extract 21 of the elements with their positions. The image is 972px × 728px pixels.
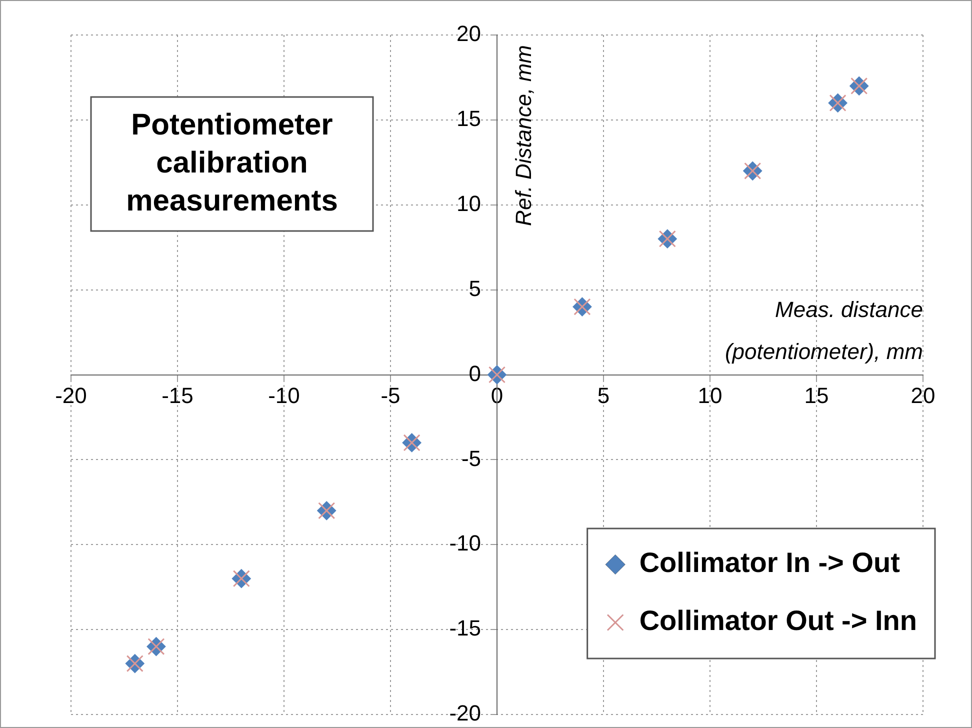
y-tick-label: -5	[461, 446, 481, 471]
x-tick-label: 20	[910, 383, 936, 408]
y-tick-label: 10	[456, 190, 481, 216]
x-tick-label: 10	[698, 383, 722, 408]
y-tick-label: 20	[456, 21, 481, 46]
x-tick-label: 15	[804, 383, 829, 408]
x-tick-label: 5	[597, 383, 610, 408]
y-tick-label: -15	[449, 616, 481, 641]
y-axis-title: Ref. Distance, mm	[511, 45, 536, 226]
x-tick-label: -15	[162, 383, 194, 408]
y-tick-label: 5	[468, 276, 481, 301]
y-tick-label: -10	[449, 530, 481, 556]
x-tick-label: -20	[55, 383, 87, 408]
text: Potentiometer calibration measurements	[126, 108, 338, 218]
x-axis-title: Meas. distance (potentiometer), mm	[724, 296, 923, 364]
legend-label: Collimator Out -> Inn	[639, 605, 918, 636]
y-tick-label: 15	[456, 106, 481, 131]
y-tick-label: -20	[449, 700, 481, 726]
x-tick-label: -5	[380, 383, 400, 408]
x-tick-label: -10	[268, 383, 300, 408]
legend-label: Collimator In -> Out	[639, 547, 900, 578]
